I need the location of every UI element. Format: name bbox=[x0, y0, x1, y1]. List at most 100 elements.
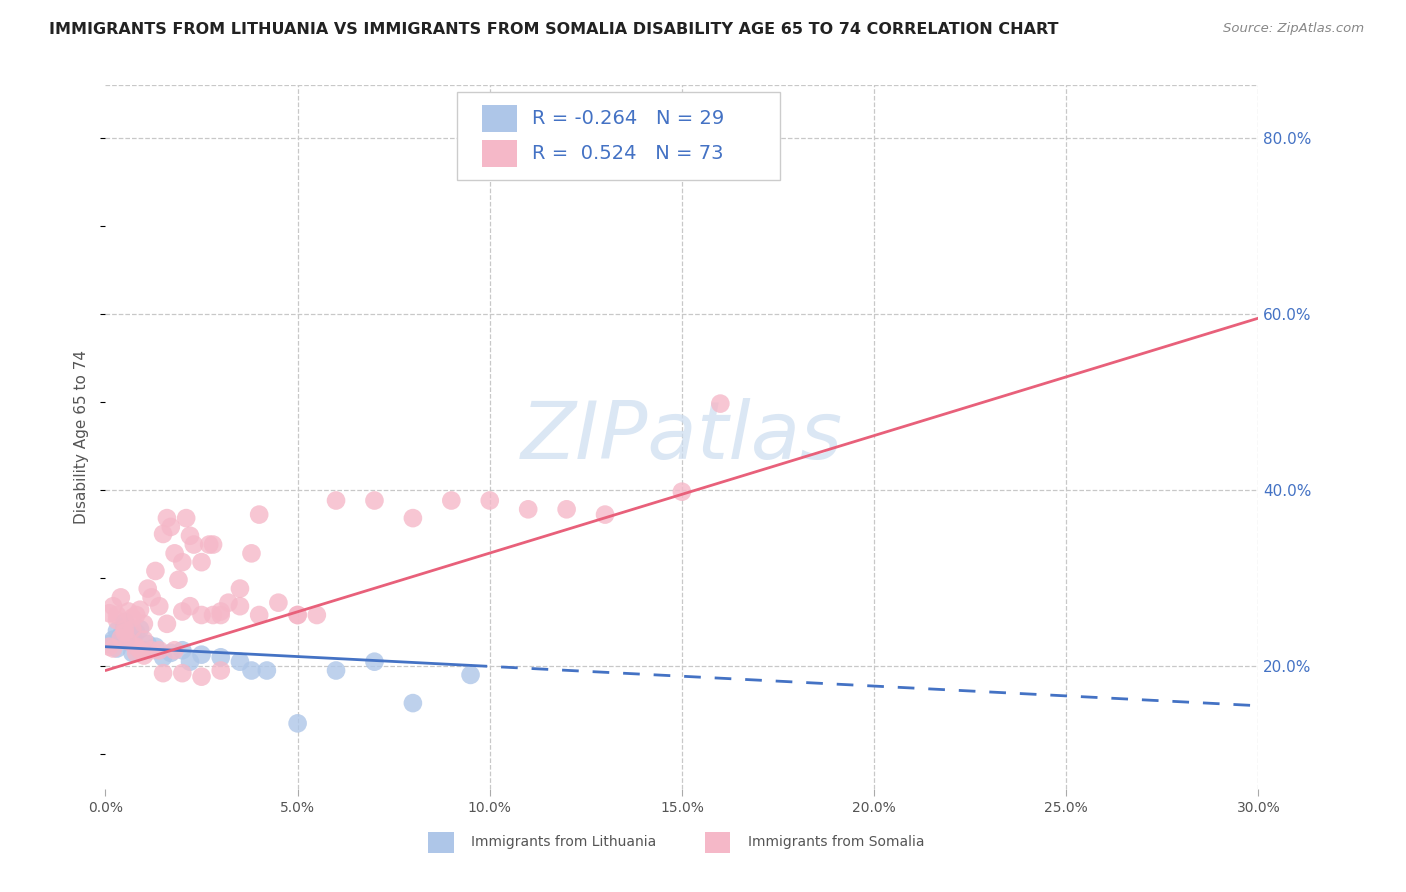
Point bbox=[132, 643, 155, 657]
Point bbox=[110, 628, 132, 642]
Point bbox=[105, 624, 128, 638]
Point bbox=[125, 607, 148, 622]
Bar bbox=[482, 140, 517, 167]
Point bbox=[305, 607, 328, 622]
Point bbox=[240, 664, 263, 678]
Point bbox=[129, 622, 152, 636]
Point bbox=[209, 664, 232, 678]
FancyBboxPatch shape bbox=[457, 92, 780, 180]
Point bbox=[190, 607, 212, 622]
Y-axis label: Disability Age 65 to 74: Disability Age 65 to 74 bbox=[75, 350, 90, 524]
Point bbox=[117, 634, 139, 648]
Point bbox=[141, 643, 163, 657]
Point bbox=[114, 625, 136, 640]
Text: ZIPatlas: ZIPatlas bbox=[520, 398, 844, 476]
Point bbox=[148, 599, 170, 614]
Point bbox=[114, 619, 136, 633]
Point bbox=[179, 529, 201, 543]
Point bbox=[98, 607, 121, 621]
Point bbox=[325, 493, 347, 508]
Point bbox=[117, 605, 139, 619]
Point bbox=[555, 502, 578, 516]
Point bbox=[172, 643, 194, 657]
Point bbox=[101, 641, 124, 656]
Point bbox=[229, 599, 252, 614]
Point bbox=[132, 632, 155, 647]
Point bbox=[110, 631, 132, 645]
Point bbox=[114, 615, 136, 629]
Point bbox=[129, 643, 152, 657]
Point bbox=[136, 582, 159, 596]
Bar bbox=[704, 831, 730, 853]
Point bbox=[167, 573, 190, 587]
Point bbox=[325, 664, 347, 678]
Text: Source: ZipAtlas.com: Source: ZipAtlas.com bbox=[1223, 22, 1364, 36]
Point bbox=[148, 643, 170, 657]
Text: R = -0.264   N = 29: R = -0.264 N = 29 bbox=[531, 109, 724, 128]
Point bbox=[267, 596, 290, 610]
Point bbox=[198, 537, 221, 551]
Point bbox=[145, 640, 167, 654]
Point bbox=[110, 591, 132, 605]
Point bbox=[152, 527, 174, 541]
Point bbox=[209, 607, 232, 622]
Point bbox=[141, 591, 163, 605]
Point bbox=[152, 666, 174, 681]
Point bbox=[121, 622, 143, 636]
Point bbox=[287, 716, 309, 731]
Text: IMMIGRANTS FROM LITHUANIA VS IMMIGRANTS FROM SOMALIA DISABILITY AGE 65 TO 74 COR: IMMIGRANTS FROM LITHUANIA VS IMMIGRANTS … bbox=[49, 22, 1059, 37]
Point bbox=[98, 637, 121, 651]
Text: Immigrants from Lithuania: Immigrants from Lithuania bbox=[471, 835, 657, 849]
Point bbox=[145, 564, 167, 578]
Point bbox=[363, 655, 385, 669]
Point bbox=[159, 520, 181, 534]
Point bbox=[209, 605, 232, 619]
Point bbox=[172, 605, 194, 619]
Point bbox=[209, 650, 232, 665]
Point bbox=[172, 666, 194, 681]
Point bbox=[125, 646, 148, 660]
Point bbox=[247, 508, 270, 522]
Point bbox=[229, 655, 252, 669]
Point bbox=[121, 646, 143, 660]
Point bbox=[179, 655, 201, 669]
Point bbox=[105, 613, 128, 627]
Point bbox=[240, 546, 263, 560]
Point bbox=[132, 648, 155, 663]
Point bbox=[287, 607, 309, 622]
Point bbox=[98, 640, 121, 654]
Point bbox=[121, 628, 143, 642]
Text: R =  0.524   N = 73: R = 0.524 N = 73 bbox=[531, 144, 724, 163]
Point bbox=[174, 511, 197, 525]
Point bbox=[101, 632, 124, 647]
Point bbox=[129, 603, 152, 617]
Point bbox=[202, 537, 225, 551]
Point bbox=[156, 616, 179, 631]
Point bbox=[125, 625, 148, 640]
Point bbox=[460, 668, 482, 682]
Point bbox=[105, 641, 128, 656]
Point bbox=[190, 648, 212, 662]
Point bbox=[159, 646, 181, 660]
Bar bbox=[482, 105, 517, 132]
Point bbox=[217, 596, 239, 610]
Point bbox=[121, 610, 143, 624]
Point bbox=[202, 607, 225, 622]
Point bbox=[287, 607, 309, 622]
Point bbox=[190, 555, 212, 569]
Point bbox=[117, 634, 139, 648]
Point bbox=[709, 396, 731, 410]
Point bbox=[172, 555, 194, 569]
Point bbox=[517, 502, 540, 516]
Point bbox=[256, 664, 278, 678]
Point bbox=[402, 511, 425, 525]
Point bbox=[402, 696, 425, 710]
Point bbox=[163, 546, 186, 560]
Point bbox=[440, 493, 463, 508]
Point bbox=[163, 643, 186, 657]
Point bbox=[229, 582, 252, 596]
Point bbox=[125, 640, 148, 654]
Point bbox=[247, 607, 270, 622]
Point bbox=[136, 637, 159, 651]
Text: Immigrants from Somalia: Immigrants from Somalia bbox=[748, 835, 924, 849]
